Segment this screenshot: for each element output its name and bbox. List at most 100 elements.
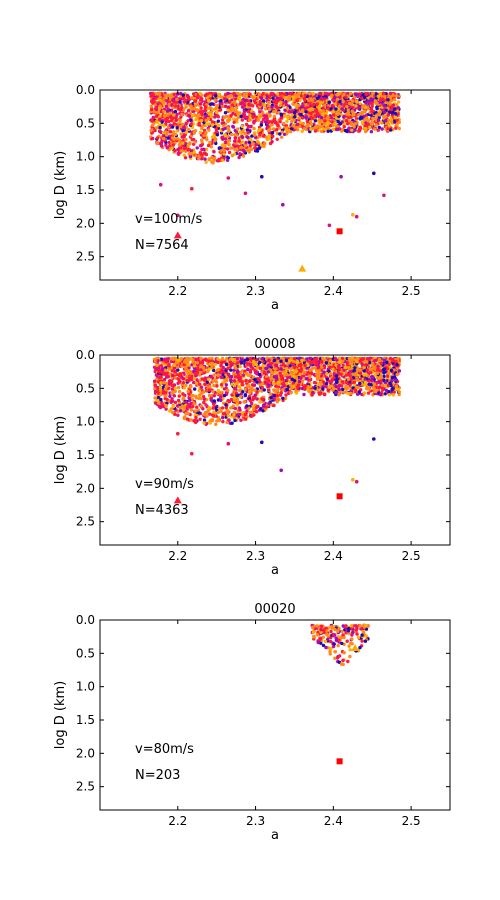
data-point <box>274 384 278 388</box>
data-point <box>243 95 248 99</box>
data-point <box>246 130 250 134</box>
data-point <box>360 112 364 116</box>
data-point <box>172 394 177 398</box>
outlier-point <box>243 191 248 196</box>
data-point <box>309 127 313 131</box>
data-point <box>208 412 212 416</box>
data-point <box>220 118 225 122</box>
data-point <box>162 136 166 141</box>
data-point <box>186 109 191 113</box>
data-point <box>297 103 301 108</box>
data-point <box>262 99 266 103</box>
data-point <box>309 115 313 120</box>
y-tick-label: 0.5 <box>76 116 95 130</box>
data-point <box>178 409 183 413</box>
data-point <box>168 394 172 398</box>
data-point <box>173 116 178 120</box>
data-point <box>165 146 169 150</box>
data-point <box>156 395 161 400</box>
data-point <box>156 110 160 115</box>
data-point <box>276 106 280 110</box>
data-point <box>164 130 168 134</box>
data-point <box>238 364 242 369</box>
data-point <box>162 100 166 104</box>
data-point <box>353 383 357 387</box>
data-point <box>369 107 374 111</box>
data-point <box>210 156 214 160</box>
data-point <box>306 384 310 389</box>
data-point <box>301 121 305 126</box>
data-point <box>164 407 168 411</box>
data-point <box>322 370 326 374</box>
data-point <box>291 95 296 99</box>
data-point <box>261 117 266 122</box>
outlier-point <box>382 193 386 198</box>
data-point <box>383 392 387 396</box>
data-point <box>167 367 171 371</box>
data-point <box>209 374 213 379</box>
data-point <box>341 390 345 394</box>
data-point <box>302 127 307 131</box>
data-point <box>286 116 290 120</box>
data-point <box>378 92 383 96</box>
data-point <box>151 92 155 97</box>
data-point <box>299 112 303 117</box>
data-point <box>182 363 186 367</box>
data-point <box>187 148 191 152</box>
data-point <box>233 97 237 101</box>
data-point <box>261 111 265 115</box>
data-point <box>304 116 308 120</box>
data-point <box>175 112 179 117</box>
data-point <box>374 92 378 96</box>
data-point <box>208 106 212 110</box>
data-point <box>217 157 221 161</box>
data-point <box>190 374 194 379</box>
data-point <box>376 128 380 132</box>
data-point <box>342 368 346 372</box>
data-point <box>170 384 174 388</box>
data-point <box>347 101 352 106</box>
data-point <box>279 391 283 395</box>
data-point <box>229 397 234 402</box>
data-point <box>390 120 394 124</box>
data-point <box>154 373 159 377</box>
data-point <box>267 104 271 108</box>
data-point <box>280 91 284 96</box>
data-point <box>214 422 218 427</box>
data-point <box>193 420 198 425</box>
data-point <box>368 367 372 371</box>
data-point <box>221 415 225 420</box>
data-point <box>254 143 258 147</box>
data-point <box>226 372 231 377</box>
data-point <box>284 382 289 386</box>
data-point <box>151 136 155 141</box>
data-point <box>308 107 312 112</box>
data-point <box>291 124 295 128</box>
data-point <box>288 383 293 387</box>
data-point <box>313 129 318 133</box>
data-point <box>259 123 264 127</box>
data-point <box>228 109 233 113</box>
data-point <box>243 393 248 397</box>
data-point <box>166 136 170 140</box>
data-point <box>151 100 155 104</box>
data-point <box>188 398 192 402</box>
data-point <box>244 378 248 383</box>
data-point <box>390 113 394 118</box>
data-point <box>331 127 335 132</box>
data-point <box>233 375 238 379</box>
data-point <box>344 95 348 100</box>
data-point <box>192 364 197 368</box>
data-point <box>208 362 212 366</box>
data-point <box>239 418 243 422</box>
data-point <box>250 147 254 151</box>
data-point <box>257 92 262 96</box>
data-point <box>187 392 191 396</box>
data-point <box>181 392 185 396</box>
data-point <box>276 123 280 128</box>
data-point <box>253 146 257 150</box>
data-point <box>262 388 266 392</box>
data-point <box>296 128 300 132</box>
data-point <box>230 357 235 361</box>
data-point <box>162 381 167 385</box>
